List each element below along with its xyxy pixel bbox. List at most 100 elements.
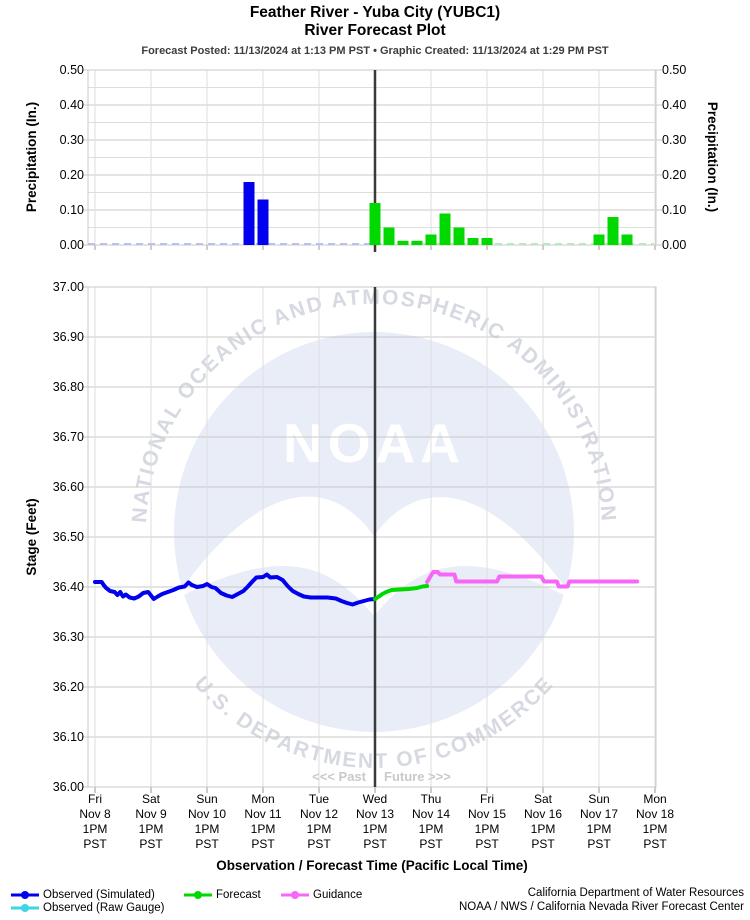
stage-line-forecast [373,584,430,601]
stage-ytick: 36.80 [53,380,84,394]
legend-label: Forecast [216,889,261,901]
day-label: Nov 10 [188,807,226,821]
precip-ytick-right: 0.40 [662,98,686,112]
precip-ytick-left: 0.40 [60,98,84,112]
precip-bar [257,199,269,245]
observed-simulated-line-swatch [11,891,39,899]
precip-bar [243,182,255,245]
day-label: PST [363,837,387,851]
legend-item-forecast: Forecast [183,889,261,901]
precip-ytick-left: 0.00 [60,238,84,252]
day-label: 1PM [531,822,556,836]
day-label: PST [139,837,163,851]
day-label: Nov 8 [79,807,111,821]
stage-ytick: 36.70 [53,430,84,444]
day-label: Sun [196,792,217,806]
precip-ytick-right: 0.20 [662,168,686,182]
precip-ytick-left: 0.20 [60,168,84,182]
legend-item-observed-simulated: Observed (Simulated) [10,889,155,901]
precip-bar [439,213,451,245]
chart-layer: 0.00 0.00 0.10 0.10 0.20 0.20 0.30 0.30 0.40 0.40… [53,63,687,851]
day-label: Tue [309,792,330,806]
stage-y-axis-title: Stage (Feet) [24,498,39,575]
stage-tick-labels: 36.00 36.10 36.20 36.30 36.40 36.50 36.60 36.70… [53,280,84,794]
stage-ytick: 36.20 [53,680,84,694]
day-label: Sat [534,792,553,806]
precip-bar [481,238,493,245]
precip-bar [425,234,437,245]
day-label: Nov 15 [468,807,506,821]
guidance-line-swatch [281,891,309,899]
plot-header: Feather River - Yuba City (YUBC1) River … [0,4,750,57]
precip-bar [397,240,409,245]
stage-ytick: 36.10 [53,730,84,744]
day-label: 1PM [419,822,444,836]
day-label: 1PM [139,822,164,836]
precip-ytick-right: 0.00 [662,238,686,252]
day-label: Mon [251,792,274,806]
precip-ytick-left: 0.30 [60,133,84,147]
day-label: Mon [643,792,666,806]
page-title: Feather River - Yuba City (YUBC1) [249,4,501,21]
past-annotation: <<< Past [312,769,367,784]
precip-ytick-right: 0.30 [662,133,686,147]
day-label: PST [475,837,499,851]
day-label: 1PM [363,822,388,836]
day-label: PST [587,837,611,851]
precip-ytick-right: 0.10 [662,203,686,217]
stage-ytick: 36.40 [53,580,84,594]
precip-bar [607,217,619,245]
day-label: Nov 18 [636,807,674,821]
day-label: Nov 17 [580,807,618,821]
day-label: Nov 11 [244,807,281,821]
precip-tick-labels: 0.00 0.00 0.10 0.10 0.20 0.20 0.30 0.30 0.40 0.40… [60,63,687,252]
day-label: 1PM [587,822,612,836]
agency-credits: California Department of Water Resources… [459,886,744,914]
legend-label: Guidance [313,889,363,901]
x-axis-title: Observation / Forecast Time (Pacific Loc… [216,858,528,873]
day-label: 1PM [83,822,108,836]
legend-label: Observed (Raw Gauge) [43,902,165,914]
day-label: 1PM [643,822,668,836]
stage-ytick: 37.00 [53,280,84,294]
noaa-wordmark: NOAA [283,412,465,474]
day-label: Fri [88,792,102,806]
precip-bars-forecast [369,203,633,245]
observed-raw-line-swatch [11,904,39,912]
day-label: Nov 13 [356,807,394,821]
precip-ytick-right: 0.50 [662,63,686,77]
precip-bar [621,234,633,245]
day-label: Sat [142,792,161,806]
day-label: 1PM [307,822,332,836]
day-label: Nov 12 [300,807,338,821]
credit-line-1: California Department of Water Resources [527,887,744,899]
precip-bar [467,238,479,245]
day-label: PST [83,837,107,851]
stage-line-guidance [425,570,640,589]
legend-item-guidance: Guidance [280,889,362,901]
legend-item-observed-raw: Observed (Raw Gauge) [10,902,164,914]
day-label: PST [307,837,331,851]
legend-label: Observed (Simulated) [43,889,155,901]
day-label: Nov 14 [412,807,450,821]
precip-bars-observed_simulated [243,182,269,245]
credit-line-2: NOAA / NWS / California Nevada River For… [458,901,744,913]
day-label: Thu [421,792,442,806]
precip-bar [453,227,465,245]
stage-ytick: 36.60 [53,480,84,494]
day-label: PST [643,837,667,851]
day-label: Fri [480,792,494,806]
precip-bar [383,227,395,245]
forecast-timestamps: Forecast Posted: 11/13/2024 at 1:13 PM P… [141,45,609,57]
stage-ytick: 36.00 [53,780,84,794]
precip-y-axis-title-right: Precipitation (In.) [705,102,720,212]
stage-ytick: 36.50 [53,530,84,544]
precip-y-axis-title-left: Precipitation (In.) [24,102,39,212]
day-label: Sun [588,792,609,806]
day-label: PST [251,837,275,851]
page-subtitle-plot-type: River Forecast Plot [304,22,446,39]
precip-ytick-left: 0.10 [60,203,84,217]
